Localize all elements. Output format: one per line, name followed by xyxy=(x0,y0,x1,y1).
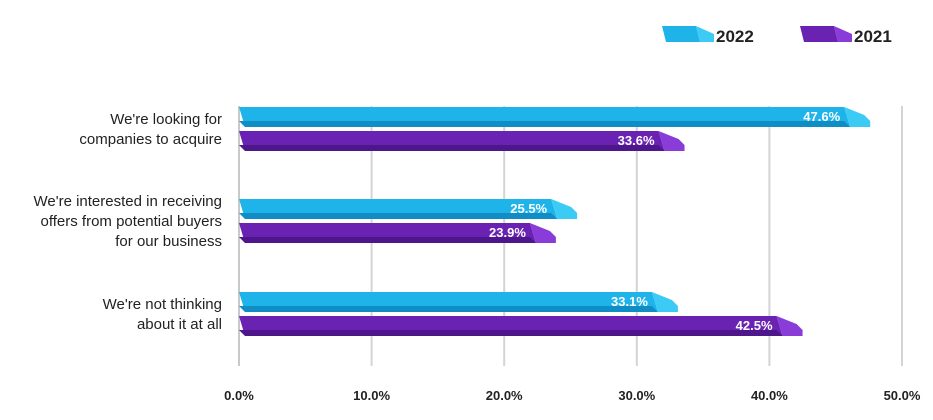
tick-label-0: 0.0% xyxy=(224,388,254,403)
category-label-line: companies to acquire xyxy=(79,131,222,148)
bar-2022-category-3 xyxy=(239,292,678,312)
legend-label-2021: 2021 xyxy=(854,27,892,46)
bar-shade xyxy=(239,145,665,151)
data-label-2021-category-1: 33.6% xyxy=(618,133,655,148)
bar-shade xyxy=(239,330,783,336)
bar-2021-category-1 xyxy=(239,131,685,151)
category-label-line: for our business xyxy=(115,233,222,250)
bar-shade xyxy=(239,121,851,127)
legend-swatch-tip xyxy=(834,26,852,42)
legend-item-2021: 2021 xyxy=(800,26,892,46)
bar-2022-category-2 xyxy=(239,199,578,219)
category-label-2: We're interested in receiving offers from… xyxy=(33,193,222,250)
bar-tip xyxy=(658,131,685,151)
bar-tip xyxy=(529,223,556,243)
bar-shade xyxy=(239,237,536,243)
bars: 47.6% 33.6% 25.5% 23.9% 33.1% 42.5% xyxy=(239,107,871,336)
category-label-line: offers from potential buyers xyxy=(41,213,222,230)
legend-item-2022: 2022 xyxy=(662,26,754,46)
bar-2021-category-2 xyxy=(239,223,556,243)
data-label-2021-category-2: 23.9% xyxy=(489,225,526,240)
bar-shade xyxy=(239,213,558,219)
legend-label-2022: 2022 xyxy=(716,27,754,46)
category-label-line: We're looking for xyxy=(110,111,222,128)
category-label-1: We're looking for companies to acquire xyxy=(79,111,222,148)
data-label-2022-category-2: 25.5% xyxy=(510,201,547,216)
bar-tip xyxy=(651,292,678,312)
bar-tip xyxy=(776,316,803,336)
bar-shade xyxy=(239,306,658,312)
tick-label-30: 30.0% xyxy=(618,388,655,403)
category-label-line: We're not thinking xyxy=(103,296,222,313)
category-label-3: We're not thinking about it at all xyxy=(103,296,222,333)
tick-label-50: 50.0% xyxy=(884,388,921,403)
legend-swatch xyxy=(800,26,838,42)
legend: 2022 2021 xyxy=(662,26,892,46)
tick-label-20: 20.0% xyxy=(486,388,523,403)
x-axis-tick-labels: 0.0% 10.0% 20.0% 30.0% 40.0% 50.0% xyxy=(224,388,921,403)
bar-2022-category-1 xyxy=(239,107,871,127)
legend-swatch xyxy=(662,26,700,42)
tick-label-40: 40.0% xyxy=(751,388,788,403)
legend-swatch-tip xyxy=(696,26,714,42)
bar-2021-category-3 xyxy=(239,316,803,336)
category-label-line: about it at all xyxy=(137,316,222,333)
bar-tip xyxy=(551,199,578,219)
category-label-line: We're interested in receiving xyxy=(33,193,222,210)
data-label-2022-category-3: 33.1% xyxy=(611,294,648,309)
category-labels: We're looking for companies to acquireWe'… xyxy=(33,111,222,333)
bar-tip xyxy=(844,107,871,127)
data-label-2021-category-3: 42.5% xyxy=(736,318,773,333)
tick-label-10: 10.0% xyxy=(353,388,390,403)
data-label-2022-category-1: 47.6% xyxy=(803,109,840,124)
